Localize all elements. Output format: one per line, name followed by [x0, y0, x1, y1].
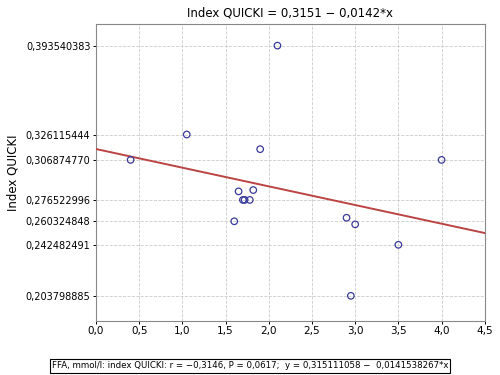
Title: Index QUICKI = 0,3151 − 0,0142*x: Index QUICKI = 0,3151 − 0,0142*x [188, 7, 394, 20]
Point [182, 132, 190, 138]
Point [394, 242, 402, 248]
Text: FFA, mmol/l: index QUICKI: r = −0,3146, P = 0,0617;  y = 0,315111058 −  0,014153: FFA, mmol/l: index QUICKI: r = −0,3146, … [52, 362, 448, 370]
Point [240, 197, 248, 203]
Point [246, 197, 254, 203]
Point [126, 157, 134, 163]
Y-axis label: Index QUICKI: Index QUICKI [7, 134, 20, 210]
Point [256, 146, 264, 152]
Point [250, 187, 258, 193]
Point [351, 221, 359, 227]
Point [274, 43, 281, 49]
Point [342, 215, 350, 221]
Point [234, 188, 242, 194]
Point [230, 218, 238, 224]
Point [347, 293, 355, 299]
Point [438, 157, 446, 163]
Point [239, 197, 247, 203]
